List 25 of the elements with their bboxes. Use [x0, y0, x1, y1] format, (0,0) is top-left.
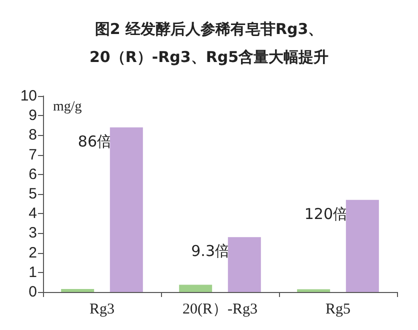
annotation: 120倍	[304, 204, 348, 223]
chart-title: 图2 经发酵后人参稀有皂苷Rg3、 20（R）-Rg3、Rg5含量大幅提升	[89, 20, 329, 66]
bar	[61, 289, 94, 292]
y-tick-label: 5	[28, 186, 37, 202]
y-tick-label: 1	[28, 264, 37, 281]
y-tick-label: 6	[28, 166, 37, 183]
annotation: 86倍	[78, 132, 112, 150]
bar	[179, 284, 212, 292]
x-tick-label: Rg3	[89, 302, 115, 318]
bar	[346, 200, 379, 292]
x-tick-label: Rg5	[325, 302, 351, 318]
bar	[228, 237, 261, 292]
y-tick-label: 3	[28, 224, 37, 242]
x-tick-label: 20(R）-Rg3	[182, 302, 258, 318]
bar	[297, 289, 330, 292]
y-tick-label: 0	[28, 284, 37, 300]
y-tick-label: 10	[20, 88, 37, 104]
y-tick-label: 7	[28, 146, 37, 164]
y-tick-label: 9	[28, 107, 37, 124]
bar	[110, 127, 143, 292]
annotation: 9.3倍	[191, 242, 230, 260]
y-tick-label: 2	[28, 244, 37, 262]
y-axis-title: mg/g	[53, 100, 82, 114]
y-tick-label: 8	[28, 126, 37, 144]
y-tick-label: 4	[28, 205, 37, 222]
